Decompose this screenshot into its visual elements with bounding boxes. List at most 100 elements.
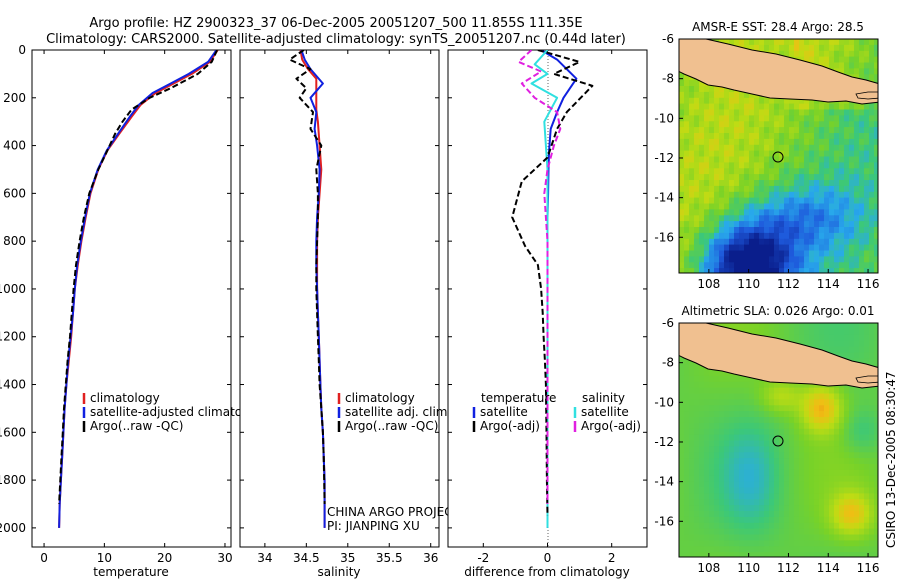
map-cell: [769, 127, 775, 134]
map-cell: [809, 381, 815, 389]
map-cell: [694, 174, 700, 181]
sla-map-frame: [678, 322, 879, 558]
map-cell: [784, 197, 790, 205]
map-cell: [769, 215, 775, 222]
map-cell: [754, 399, 760, 406]
map-cell: [799, 534, 805, 541]
map-cell: [804, 103, 810, 111]
map-cell: [864, 262, 870, 269]
map-cell: [839, 528, 845, 536]
map-cell: [809, 505, 815, 512]
map-cell: [809, 138, 815, 146]
map-cell: [839, 215, 845, 222]
map-cell: [819, 168, 825, 175]
map-cell: [759, 323, 765, 330]
map-cell: [734, 203, 740, 210]
map-cell: [854, 346, 860, 353]
map-cell: [719, 86, 725, 93]
map-cell: [864, 209, 870, 216]
map-cell: [734, 197, 740, 205]
map-cell: [764, 411, 770, 418]
map-xtick-label: 116: [857, 561, 880, 575]
map-cell: [854, 150, 860, 158]
map-cell: [864, 505, 870, 512]
map-cell: [799, 250, 805, 257]
map-cell: [754, 411, 760, 418]
map-cell: [804, 452, 810, 459]
map-cell: [784, 50, 790, 58]
map-cell: [764, 150, 770, 158]
map-cell: [714, 97, 720, 105]
map-cell: [864, 168, 870, 175]
map-cell: [704, 268, 710, 273]
map-cell: [759, 381, 765, 389]
map-cell: [799, 323, 805, 330]
map-cell: [714, 499, 720, 506]
sst-map-title: AMSR-E SST: 28.4 Argo: 28.5: [692, 20, 864, 34]
map-cell: [799, 399, 805, 406]
map-cell: [724, 39, 730, 46]
map-cell: [874, 405, 878, 412]
map-cell: [754, 505, 760, 512]
map-cell: [699, 115, 705, 122]
map-cell: [744, 546, 750, 553]
map-cell: [699, 522, 705, 530]
xtick-label: 30: [217, 551, 232, 565]
map-cell: [734, 127, 740, 134]
sst-argo-marker: [772, 151, 784, 163]
map-cell: [839, 174, 845, 181]
map-cell: [769, 399, 775, 406]
map-cell: [719, 393, 725, 400]
map-cell: [724, 546, 730, 553]
map-cell: [869, 127, 875, 134]
map-cell: [699, 121, 705, 128]
map-cell: [804, 481, 810, 489]
map-cell: [759, 452, 765, 459]
map-cell: [709, 475, 715, 483]
map-cell: [684, 174, 690, 181]
map-cell: [734, 109, 740, 116]
map-cell: [679, 528, 685, 536]
map-cell: [829, 168, 835, 175]
map-cell: [744, 156, 750, 163]
xtick-label: 20: [157, 551, 172, 565]
map-cell: [844, 185, 850, 193]
map-cell: [684, 127, 690, 134]
map-cell: [709, 156, 715, 163]
map-cell: [679, 97, 685, 105]
map-cell: [794, 399, 800, 406]
map-cell: [774, 185, 780, 193]
map-cell: [794, 405, 800, 412]
map-cell: [694, 440, 700, 447]
map-cell: [814, 256, 820, 263]
map-cell: [834, 168, 840, 175]
map-cell: [794, 232, 800, 240]
map-cell: [824, 340, 830, 348]
map-cell: [769, 499, 775, 506]
map-cell: [729, 511, 735, 518]
map-cell: [754, 127, 760, 134]
map-cell: [704, 499, 710, 506]
map-cell: [819, 121, 825, 128]
map-cell: [789, 203, 795, 210]
map-cell: [724, 232, 730, 240]
map-cell: [799, 185, 805, 193]
map-cell: [859, 334, 865, 342]
map-cell: [734, 552, 740, 557]
map-cell: [859, 150, 865, 158]
map-cell: [739, 469, 745, 477]
map-cell: [739, 97, 745, 105]
map-cell: [854, 446, 860, 453]
map-cell: [709, 458, 715, 465]
map-cell: [704, 250, 710, 257]
map-cell: [694, 552, 700, 557]
map-cell: [769, 505, 775, 512]
map-cell: [764, 323, 770, 330]
map-cell: [774, 381, 780, 389]
map-cell: [869, 232, 875, 240]
map-cell: [844, 256, 850, 263]
map-cell: [819, 127, 825, 134]
map-cell: [799, 103, 805, 111]
map-cell: [764, 127, 770, 134]
map-cell: [854, 458, 860, 465]
